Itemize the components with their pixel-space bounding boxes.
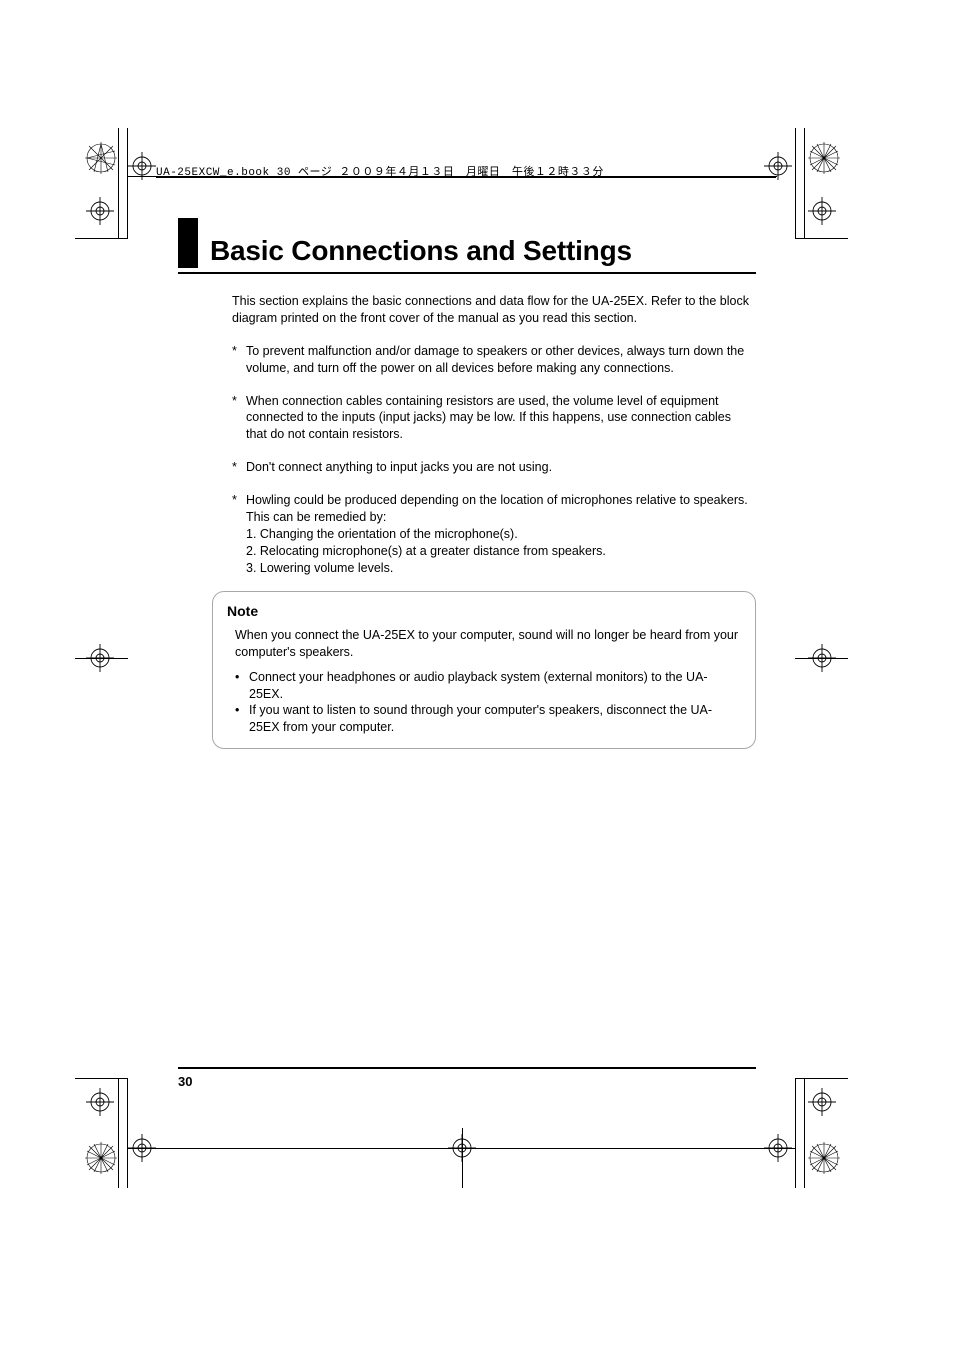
note-bullet-text: If you want to listen to sound through y…	[249, 702, 741, 736]
printer-rule	[804, 128, 805, 238]
star-note-text: To prevent malfunction and/or damage to …	[246, 343, 754, 377]
star-note-lead: Howling could be produced depending on t…	[246, 493, 748, 524]
registration-mark-icon	[764, 1134, 792, 1162]
note-bullet-item: • Connect your headphones or audio playb…	[235, 669, 741, 703]
numbered-sub-item: 3. Lowering volume levels.	[246, 560, 754, 577]
printer-mark-icon	[806, 1140, 842, 1176]
asterisk-icon: *	[232, 393, 246, 444]
star-note-text: Howling could be produced depending on t…	[246, 492, 754, 576]
section-title: Basic Connections and Settings	[210, 237, 632, 268]
printer-mark-icon	[83, 140, 119, 176]
star-note-item: * Don't connect anything to input jacks …	[232, 459, 754, 476]
printer-rule	[795, 1078, 848, 1079]
registration-mark-icon	[808, 1088, 836, 1116]
printer-rule	[462, 1128, 463, 1188]
star-note-text: When connection cables containing resist…	[246, 393, 754, 444]
footer-rule	[178, 1067, 756, 1069]
printer-rule	[804, 1078, 805, 1188]
title-underline	[178, 272, 756, 274]
header-rule	[156, 177, 776, 178]
intro-paragraph: This section explains the basic connecti…	[232, 293, 754, 327]
asterisk-icon: *	[232, 459, 246, 476]
printer-rule	[127, 1078, 128, 1188]
asterisk-icon: *	[232, 492, 246, 576]
registration-mark-icon	[86, 197, 114, 225]
printer-rule	[127, 128, 128, 238]
printer-mark-icon	[806, 140, 842, 176]
numbered-sub-item: 1. Changing the orientation of the micro…	[246, 526, 754, 543]
printer-rule	[75, 1078, 128, 1079]
title-accent-bar	[178, 218, 198, 268]
printer-mark-icon	[83, 1140, 119, 1176]
asterisk-icon: *	[232, 343, 246, 377]
registration-mark-icon	[764, 152, 792, 180]
note-intro-text: When you connect the UA-25EX to your com…	[235, 627, 741, 661]
registration-mark-icon	[86, 1088, 114, 1116]
bullet-icon: •	[235, 702, 249, 736]
star-note-item: * Howling could be produced depending on…	[232, 492, 754, 576]
printer-rule	[75, 238, 128, 239]
note-callout: Note When you connect the UA-25EX to you…	[212, 591, 756, 749]
body-content: This section explains the basic connecti…	[232, 293, 754, 576]
page-number: 30	[178, 1074, 192, 1089]
document-page: UA-25EXCW_e.book 30 ページ ２００９年４月１３日 月曜日 午…	[0, 0, 954, 1350]
note-bullet-item: • If you want to listen to sound through…	[235, 702, 741, 736]
printer-rule	[795, 658, 848, 659]
printer-rule	[795, 128, 796, 238]
printer-rule	[795, 238, 848, 239]
star-note-text: Don't connect anything to input jacks yo…	[246, 459, 754, 476]
printer-rule	[75, 658, 128, 659]
printer-rule	[118, 128, 119, 238]
section-title-block: Basic Connections and Settings	[178, 218, 756, 268]
bullet-icon: •	[235, 669, 249, 703]
star-note-item: * When connection cables containing resi…	[232, 393, 754, 444]
registration-mark-icon	[808, 197, 836, 225]
printer-rule	[795, 1078, 796, 1188]
star-note-item: * To prevent malfunction and/or damage t…	[232, 343, 754, 377]
note-title: Note	[227, 602, 741, 621]
numbered-sub-item: 2. Relocating microphone(s) at a greater…	[246, 543, 754, 560]
note-bullet-text: Connect your headphones or audio playbac…	[249, 669, 741, 703]
